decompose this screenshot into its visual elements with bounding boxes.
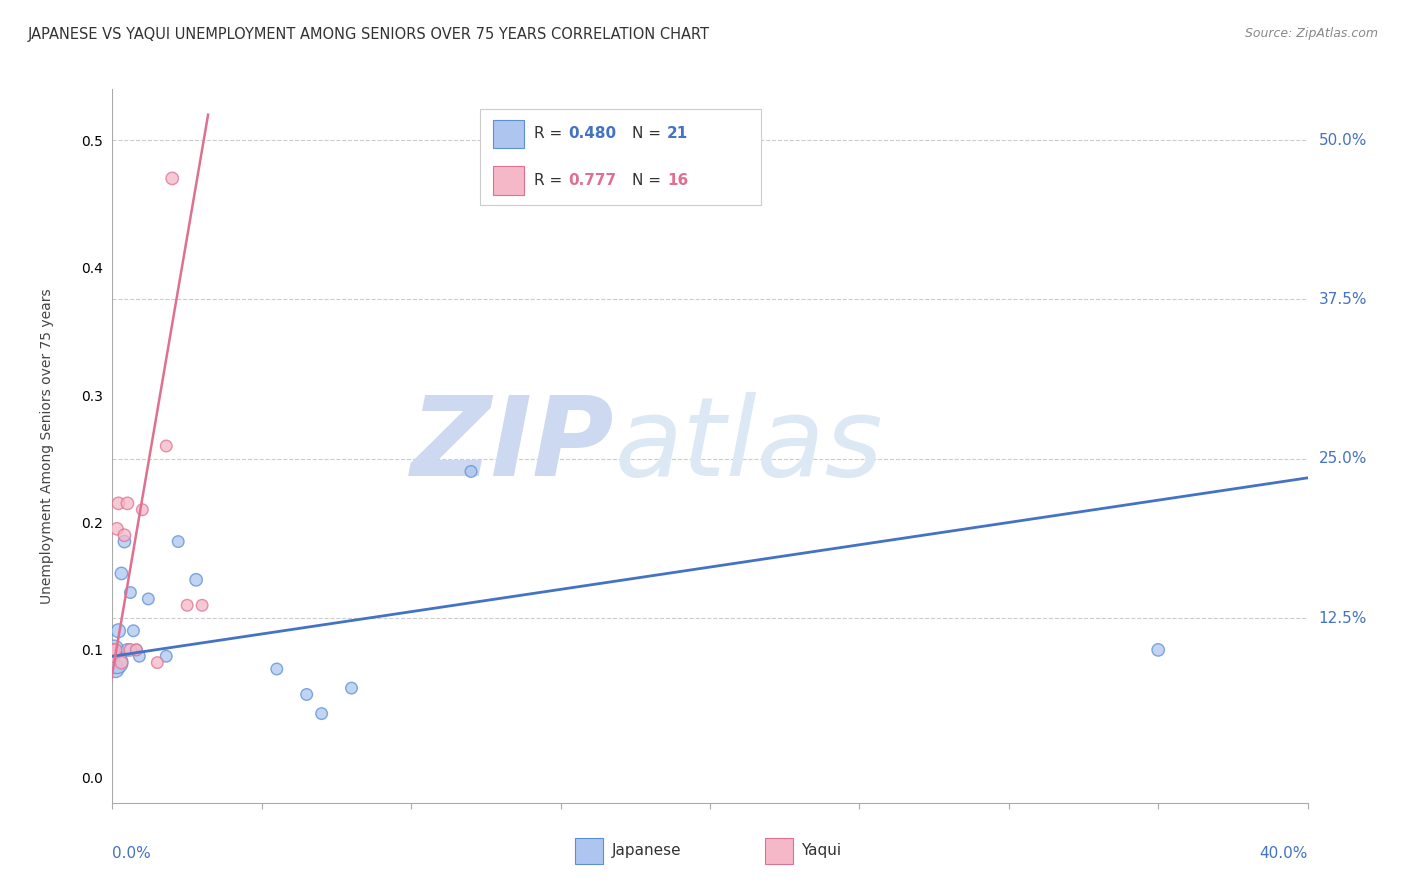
- Point: [295, 688, 318, 702]
- Text: 50.0%: 50.0%: [1319, 133, 1367, 148]
- Point: [105, 522, 128, 536]
- Point: [103, 643, 125, 657]
- Text: JAPANESE VS YAQUI UNEMPLOYMENT AMONG SENIORS OVER 75 YEARS CORRELATION CHART: JAPANESE VS YAQUI UNEMPLOYMENT AMONG SEN…: [28, 27, 710, 42]
- Point: [104, 643, 127, 657]
- Text: 12.5%: 12.5%: [1319, 610, 1367, 625]
- Point: [167, 534, 190, 549]
- Point: [107, 496, 129, 510]
- Text: atlas: atlas: [614, 392, 883, 500]
- Point: [460, 465, 482, 479]
- Point: [122, 624, 145, 638]
- Point: [117, 496, 139, 510]
- Point: [114, 534, 135, 549]
- Text: 21: 21: [668, 127, 689, 142]
- Text: 25.0%: 25.0%: [1319, 451, 1367, 467]
- Point: [340, 681, 363, 695]
- Text: N =: N =: [633, 173, 666, 188]
- Point: [107, 624, 129, 638]
- Point: [103, 649, 125, 664]
- Text: Unemployment Among Seniors over 75 years: Unemployment Among Seniors over 75 years: [39, 288, 53, 604]
- Point: [114, 528, 135, 542]
- Point: [101, 643, 124, 657]
- Point: [105, 656, 128, 670]
- Point: [155, 439, 177, 453]
- Point: [120, 585, 142, 599]
- Text: N =: N =: [633, 127, 666, 142]
- Point: [138, 591, 160, 606]
- Point: [110, 566, 132, 581]
- Text: Yaqui: Yaqui: [801, 844, 842, 858]
- Point: [146, 656, 169, 670]
- Text: 40.0%: 40.0%: [1260, 846, 1308, 861]
- Text: R =: R =: [534, 127, 567, 142]
- Text: Japanese: Japanese: [612, 844, 682, 858]
- Text: 37.5%: 37.5%: [1319, 292, 1367, 307]
- Point: [125, 643, 148, 657]
- Point: [186, 573, 208, 587]
- Point: [128, 649, 150, 664]
- Text: 16: 16: [668, 173, 689, 188]
- Text: ZIP: ZIP: [411, 392, 614, 500]
- Point: [104, 662, 127, 676]
- Text: 0.480: 0.480: [569, 127, 617, 142]
- Point: [311, 706, 333, 721]
- Text: Source: ZipAtlas.com: Source: ZipAtlas.com: [1244, 27, 1378, 40]
- Point: [1147, 643, 1170, 657]
- Point: [120, 643, 142, 657]
- Text: 0.777: 0.777: [569, 173, 617, 188]
- Point: [176, 599, 198, 613]
- Text: 0.0%: 0.0%: [112, 846, 152, 861]
- Point: [155, 649, 177, 664]
- Point: [266, 662, 288, 676]
- Point: [125, 643, 148, 657]
- Point: [162, 171, 183, 186]
- Point: [131, 502, 153, 516]
- Point: [110, 656, 132, 670]
- Text: R =: R =: [534, 173, 567, 188]
- Point: [117, 643, 139, 657]
- Point: [191, 599, 214, 613]
